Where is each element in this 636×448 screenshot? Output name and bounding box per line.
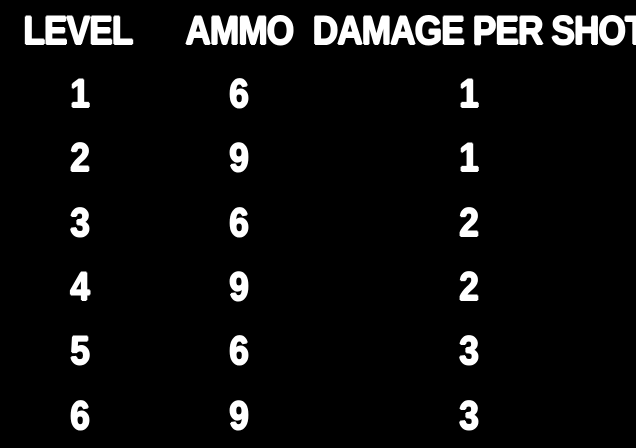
table-row: 3 6 2 [0,191,636,255]
column-header-level-label: LEVEL [23,9,133,53]
ammo-cell: 6 [156,191,322,255]
damage-per-shot-value: 1 [459,72,480,117]
level-value: 1 [70,72,91,117]
ammo-value: 9 [229,136,250,181]
damage-per-shot-cell: 3 [322,384,636,448]
damage-per-shot-cell: 2 [322,255,636,319]
level-value: 3 [70,200,91,245]
level-value: 4 [70,265,91,310]
column-header-ammo-label: AMMO [185,9,294,53]
level-cell: 5 [0,319,156,383]
column-header-damage-per-shot-label: DAMAGE PER SHOT [312,9,636,53]
table-row: 6 9 3 [0,384,636,448]
level-value: 2 [70,136,91,181]
damage-per-shot-value: 1 [459,136,480,181]
level-cell: 1 [0,62,156,126]
ammo-value: 6 [229,329,250,374]
level-cell: 4 [0,255,156,319]
ammo-value: 6 [229,72,250,117]
damage-per-shot-cell: 1 [322,62,636,126]
table-row: 5 6 3 [0,319,636,383]
column-header-ammo: AMMO [156,0,322,62]
column-header-level: LEVEL [0,0,156,62]
damage-per-shot-value: 2 [459,265,480,310]
level-value: 5 [70,329,91,374]
ammo-cell: 9 [156,126,322,190]
level-cell: 3 [0,191,156,255]
ammo-cell: 9 [156,255,322,319]
damage-per-shot-value: 2 [459,200,480,245]
ammo-cell: 6 [156,62,322,126]
level-cell: 6 [0,384,156,448]
table-row: 4 9 2 [0,255,636,319]
table-row: 2 9 1 [0,126,636,190]
damage-per-shot-value: 3 [459,329,480,374]
ammo-value: 6 [229,200,250,245]
damage-per-shot-cell: 3 [322,319,636,383]
column-header-damage-per-shot: DAMAGE PER SHOT [313,0,636,62]
damage-per-shot-cell: 2 [322,191,636,255]
damage-per-shot-cell: 1 [322,126,636,190]
damage-per-shot-value: 3 [459,393,480,438]
table-header-row: LEVEL AMMO DAMAGE PER SHOT [0,0,636,62]
ammo-cell: 9 [156,384,322,448]
level-value: 6 [70,393,91,438]
level-cell: 2 [0,126,156,190]
table-row: 1 6 1 [0,62,636,126]
ammo-cell: 6 [156,319,322,383]
ammo-value: 9 [229,393,250,438]
ammo-value: 9 [229,265,250,310]
